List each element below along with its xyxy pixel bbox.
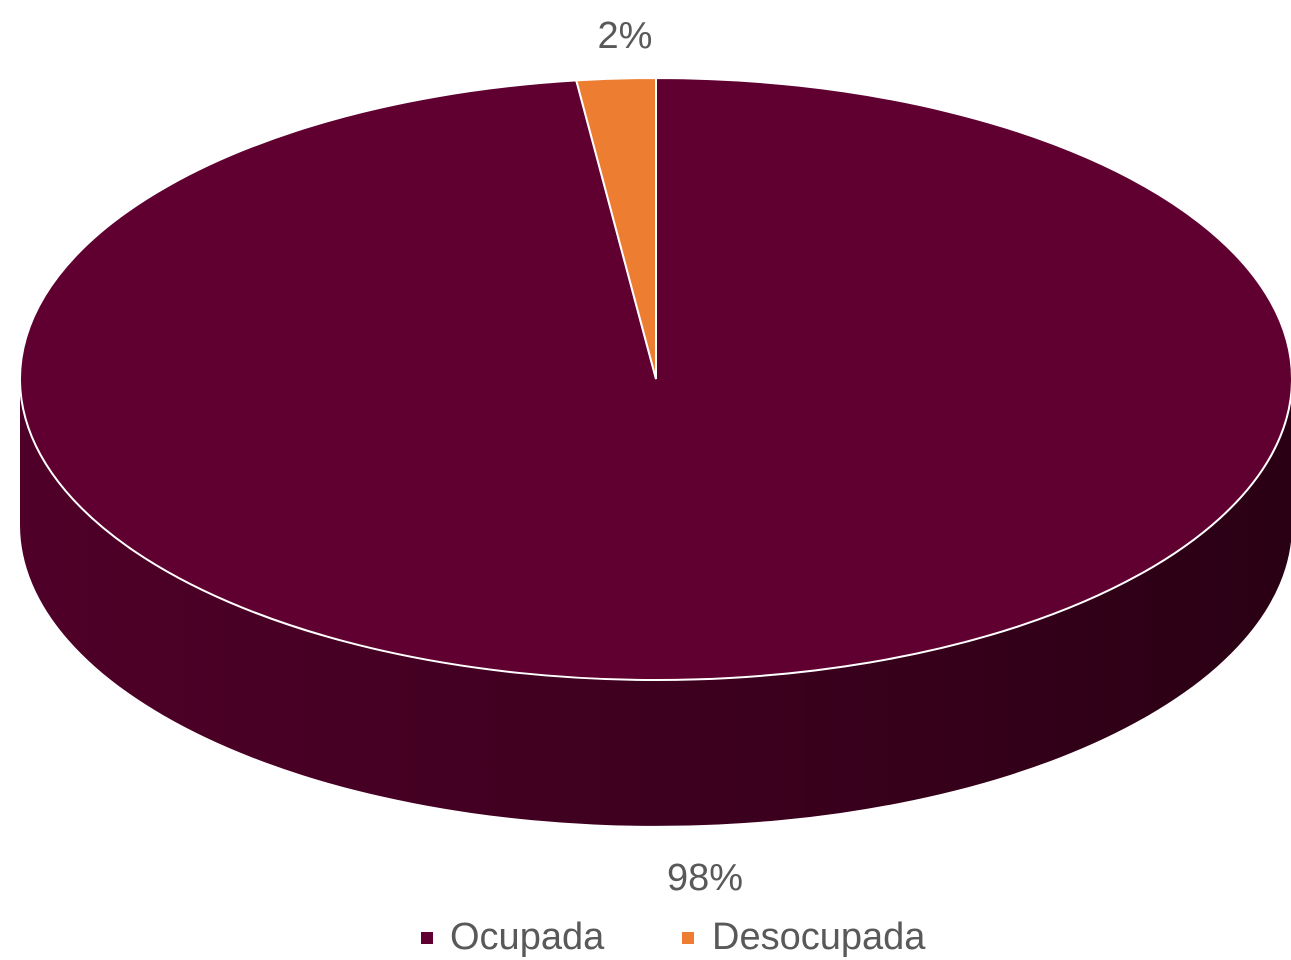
data-label: 2%: [598, 15, 653, 57]
legend-label: Ocupada: [450, 916, 605, 958]
pie: [19, 76, 1291, 826]
data-label: 98%: [667, 857, 743, 899]
legend-label: Desocupada: [712, 916, 926, 958]
pie-slice: [575, 76, 657, 380]
labels: 98% 2%: [598, 15, 743, 899]
legend: Ocupada Desocupada: [421, 916, 926, 958]
legend-swatch: [682, 932, 694, 944]
pie-side: [20, 379, 1291, 826]
legend-swatch: [421, 932, 433, 944]
